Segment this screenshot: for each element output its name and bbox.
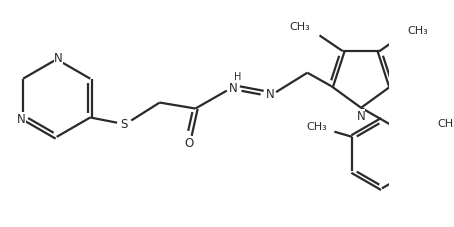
Text: CH₃: CH₃ [437,118,454,128]
Text: H: H [234,72,242,82]
Text: O: O [185,137,194,150]
Text: CH₃: CH₃ [408,26,429,36]
Text: N: N [266,88,274,101]
Text: N: N [357,109,365,122]
Text: N: N [17,113,26,126]
Text: CH₃: CH₃ [306,122,327,132]
Text: N: N [54,52,63,65]
Text: N: N [228,82,237,95]
Text: S: S [120,117,128,130]
Text: CH₃: CH₃ [290,22,311,32]
